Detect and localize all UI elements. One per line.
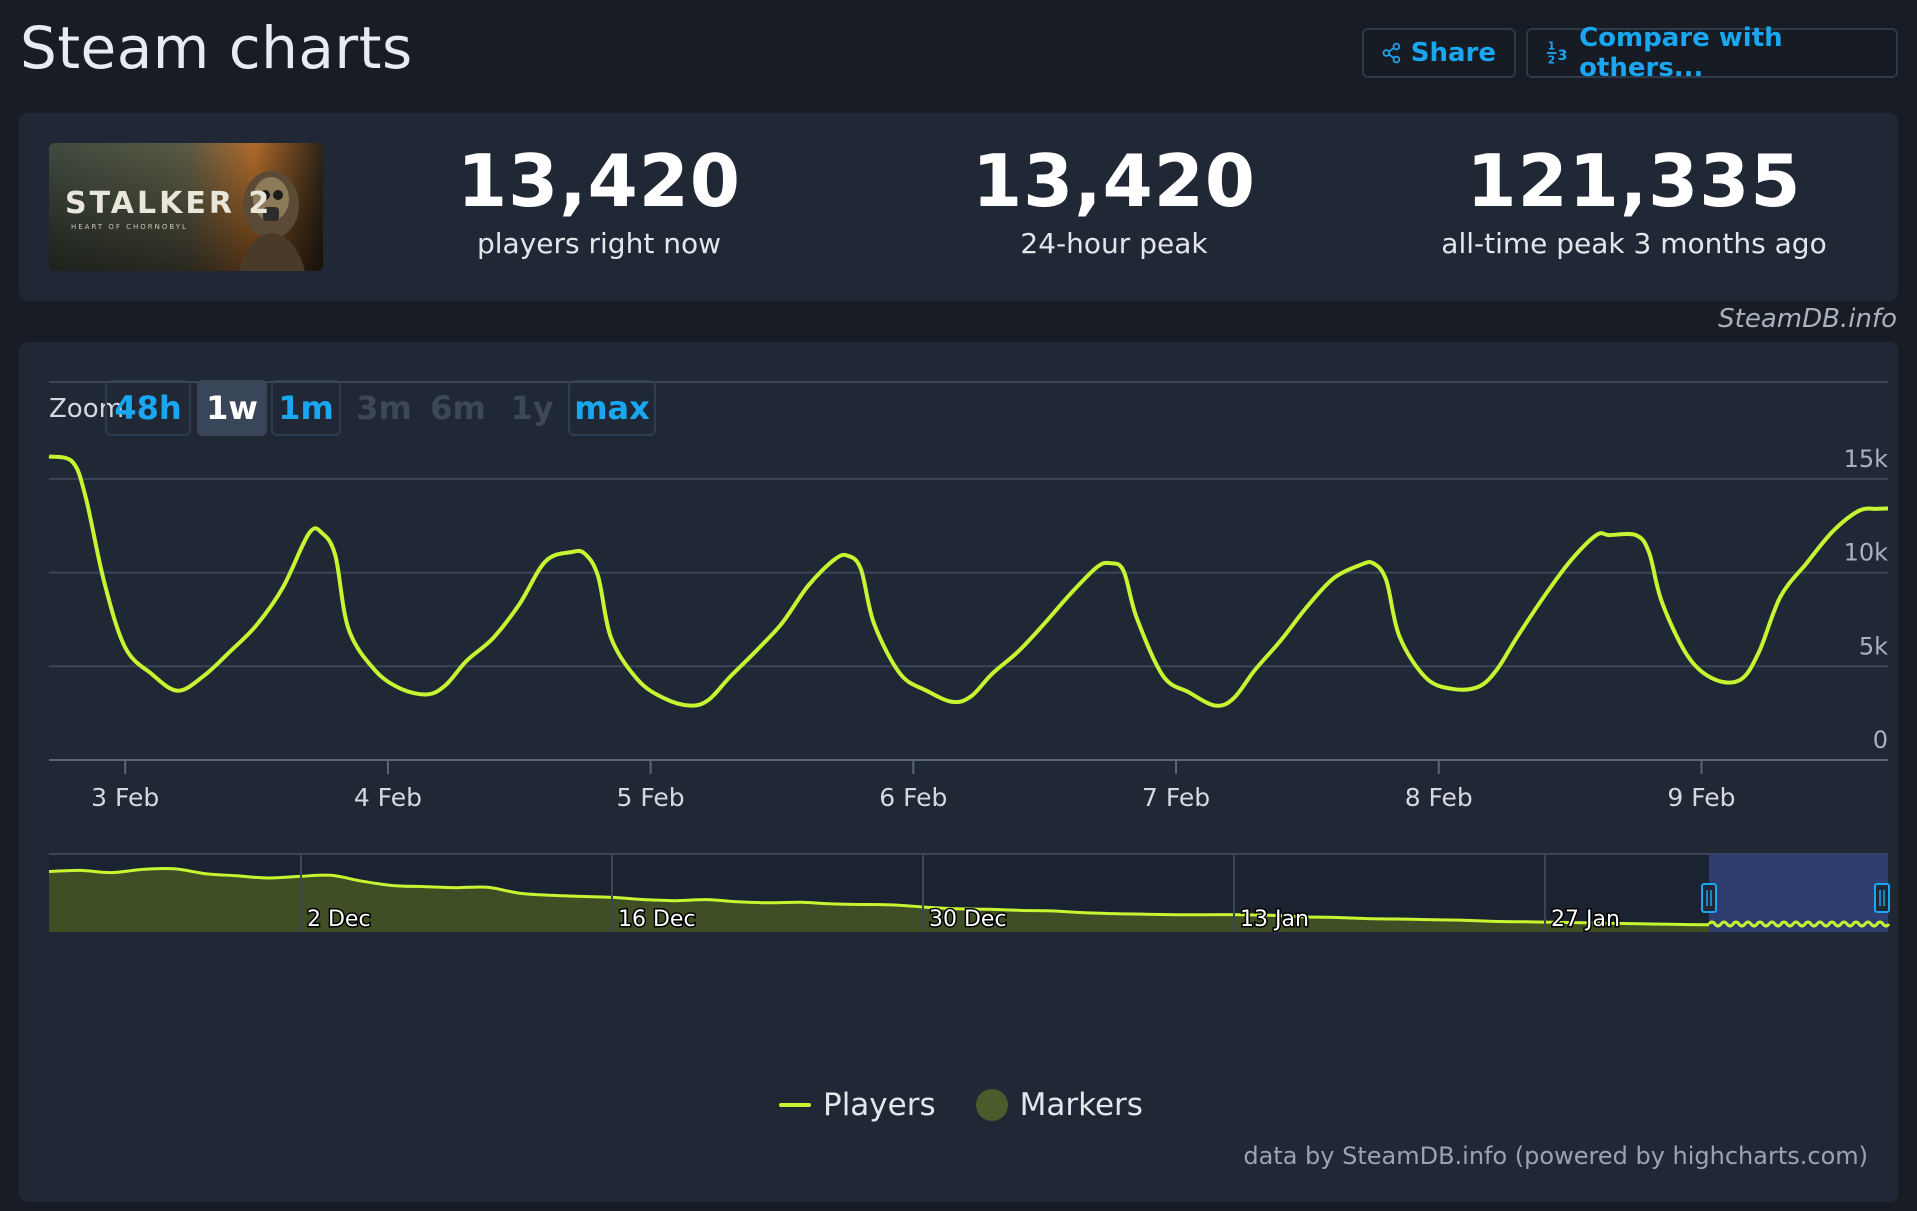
zoom-label: Zoom: [49, 394, 124, 424]
stat-label: players right now: [477, 227, 721, 260]
players-chart[interactable]: 0 5k 10k 15k 3 Feb 4 Feb 5 Feb 6 Feb 7 Feb 8 Feb…: [19, 342, 1898, 1082]
stat-value: 13,420: [457, 139, 741, 223]
compare-label: Compare with others...: [1579, 23, 1783, 83]
stat-label: 24-hour peak: [1020, 227, 1208, 260]
x-tick-label: 9 Feb: [1667, 783, 1735, 812]
legend-line-swatch: [779, 1103, 811, 1107]
legend-item-players[interactable]: Players: [779, 1087, 936, 1123]
navigator-handle-right[interactable]: [1874, 883, 1890, 913]
navigator-selection-line: [1707, 920, 1891, 928]
svg-text:2: 2: [1548, 54, 1555, 67]
navigator-tick-label: 16 Dec: [618, 907, 696, 932]
legend-item-markers[interactable]: Markers: [975, 1087, 1143, 1123]
legend-dot-swatch: [975, 1089, 1008, 1121]
chart-legend: Players Markers: [779, 1087, 1183, 1123]
compare-button[interactable]: 1 2 3 Compare with others...: [1526, 23, 1898, 83]
y-tick-label: 15k: [1844, 445, 1889, 473]
stat-value: 121,335: [1466, 139, 1802, 223]
navigator-area: [49, 868, 1709, 932]
y-tick-label: 10k: [1844, 539, 1889, 567]
zoom-button-1w[interactable]: 1w: [197, 380, 267, 436]
x-tick-label: 3 Feb: [91, 783, 159, 812]
legend-label-players: Players: [823, 1087, 936, 1123]
game-cover-subtitle: HEART OF CHORNOBYL: [71, 223, 188, 231]
stat-24h-peak: 13,420 24-hour peak: [924, 145, 1304, 260]
players-series-line: [48, 454, 1889, 708]
svg-text:3: 3: [1558, 48, 1568, 64]
chart-panel: Zoom 48h 1w 1m 3m 6m 1y max 0 5k 10k 15k 3 Feb 4 F…: [19, 342, 1898, 1202]
navigator-tick-label: 13 Jan: [1240, 907, 1309, 932]
navigator-line: [48, 866, 1710, 927]
navigator-handle-left[interactable]: [1701, 883, 1717, 913]
page-title: Steam charts: [20, 14, 413, 82]
x-tick-label: 4 Feb: [354, 783, 422, 812]
navigator-tick-label: 27 Jan: [1551, 907, 1620, 932]
x-tick-label: 8 Feb: [1405, 783, 1473, 812]
stat-current-players: 13,420 players right now: [409, 145, 789, 260]
handle-box: [1701, 883, 1717, 913]
stat-label: all-time peak 3 months ago: [1441, 227, 1827, 260]
share-label: Share: [1410, 38, 1496, 68]
share-button[interactable]: Share: [1362, 28, 1516, 78]
zoom-button-3m: 3m: [356, 389, 412, 427]
navigator-tick-label: 30 Dec: [929, 907, 1007, 932]
stat-value: 13,420: [972, 139, 1256, 223]
navigator-tick-label: 2 Dec: [307, 907, 371, 932]
zoom-button-6m: 6m: [430, 389, 486, 427]
x-tick-label: 7 Feb: [1142, 783, 1210, 812]
stats-panel: STALKER 2 HEART OF CHORNOBYL 13,420 play…: [19, 113, 1898, 301]
zoom-button-1y: 1y: [510, 389, 554, 427]
source-link[interactable]: SteamDB.info: [1718, 304, 1897, 334]
handle-box: [1874, 883, 1890, 913]
stat-all-time-peak: 121,335 all-time peak 3 months ago: [1394, 145, 1874, 260]
chart-credit[interactable]: data by SteamDB.info (powered by highcha…: [1243, 1142, 1868, 1170]
x-tick-label: 6 Feb: [879, 783, 947, 812]
range-navigator[interactable]: 2 Dec 16 Dec 30 Dec 13 Jan 27 Jan: [48, 853, 1891, 934]
y-tick-label: 0: [1873, 726, 1888, 754]
game-cover-image[interactable]: STALKER 2 HEART OF CHORNOBYL: [49, 143, 323, 271]
x-tick-label: 5 Feb: [617, 783, 685, 812]
compare-numbers-icon: 1 2 3: [1546, 39, 1568, 67]
navigator-selection[interactable]: [1709, 854, 1888, 932]
y-tick-label: 5k: [1859, 632, 1888, 660]
zoom-button-max[interactable]: max: [568, 380, 656, 436]
share-icon: [1382, 42, 1401, 64]
legend-label-markers: Markers: [1019, 1087, 1143, 1123]
svg-text:1: 1: [1548, 39, 1555, 52]
game-cover-title: STALKER 2: [65, 186, 272, 221]
